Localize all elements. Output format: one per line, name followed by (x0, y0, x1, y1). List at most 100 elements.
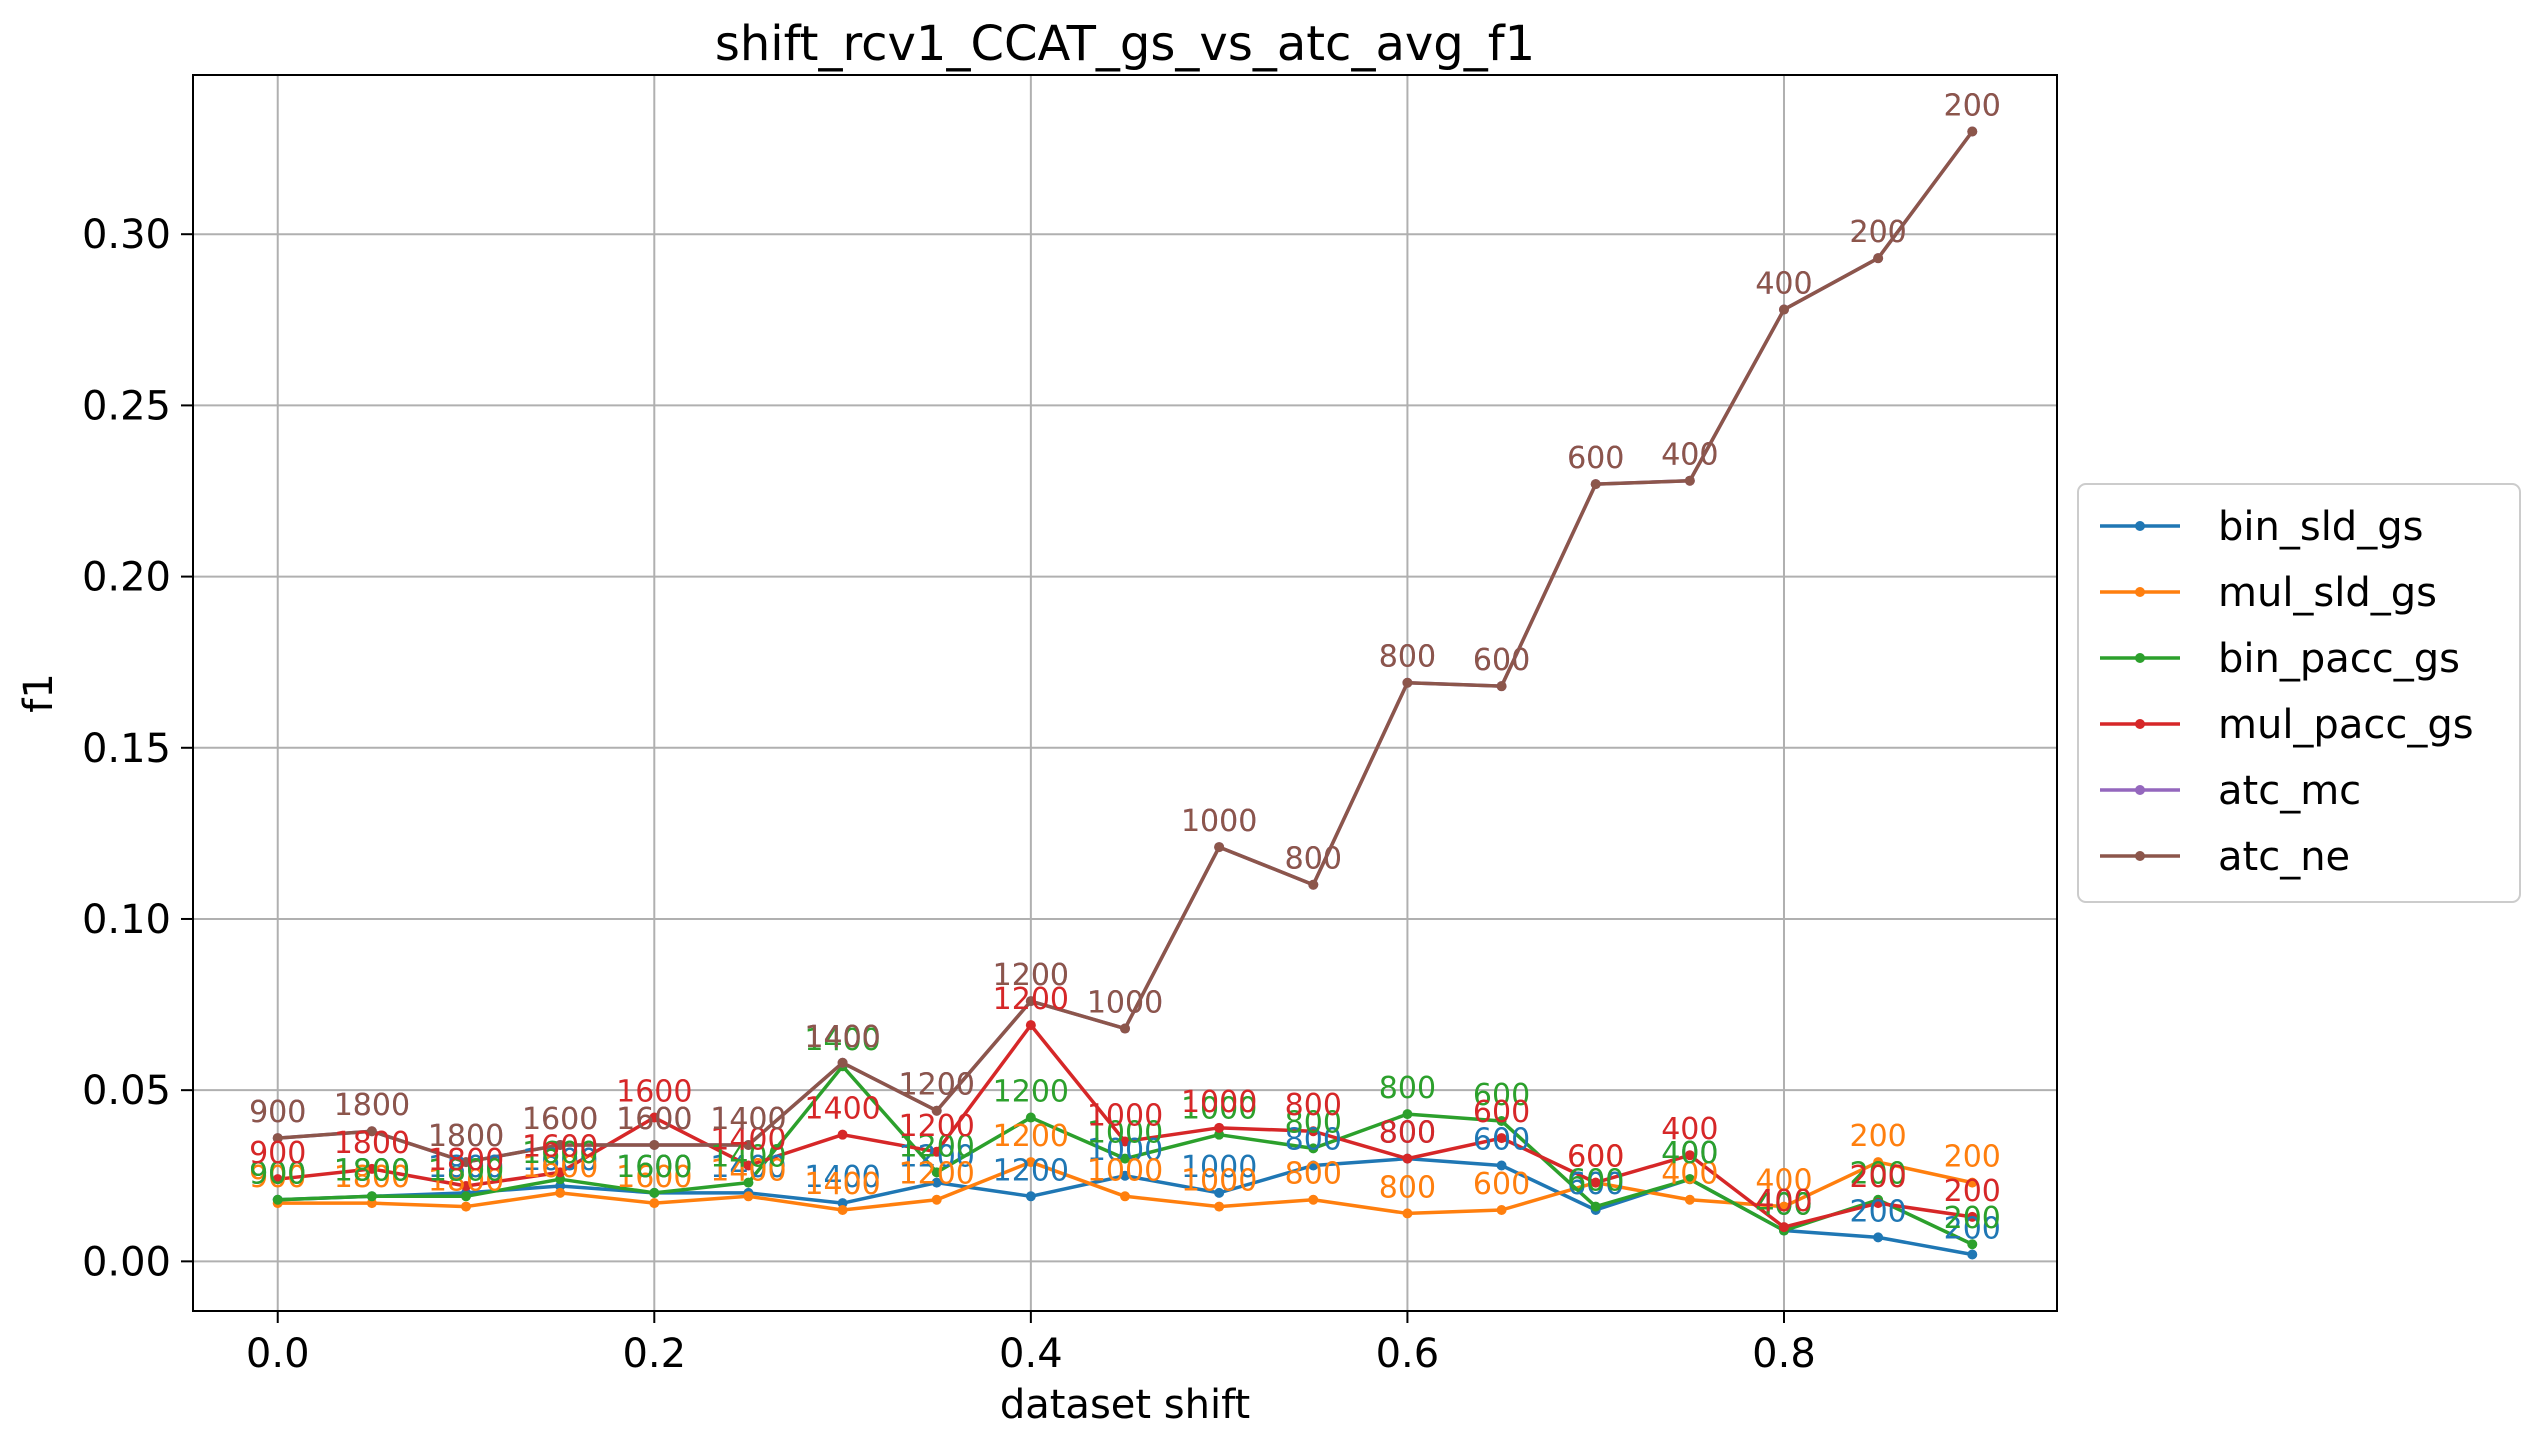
data-point-bin_pacc_gs (743, 1177, 754, 1188)
point-label-bin_sld_gs: 800 (1379, 1116, 1436, 1151)
y-tick-label: 0.20 (82, 555, 171, 601)
point-label-mul_pacc_gs: 1400 (710, 1122, 786, 1157)
data-point-mul_pacc_gs (1025, 1020, 1036, 1031)
point-label-bin_sld_gs: 400 (1661, 1136, 1718, 1171)
point-label-mul_sld_gs: 1200 (993, 1119, 1069, 1154)
point-label-bin_pacc_gs: 800 (1379, 1071, 1436, 1106)
data-point-mul_sld_gs (461, 1201, 472, 1212)
data-point-atc_ne (1402, 677, 1413, 688)
legend-swatch-marker (2135, 785, 2145, 795)
data-point-bin_pacc_gs (1025, 1112, 1036, 1123)
legend-swatch-marker (2135, 851, 2145, 861)
data-point-mul_sld_gs (1308, 1194, 1319, 1205)
point-label-bin_sld_gs: 200 (1849, 1194, 1906, 1229)
data-point-atc_ne (555, 1139, 566, 1150)
data-point-mul_sld_gs (1025, 1157, 1036, 1168)
point-label-bin_sld_gs: 900 (249, 1157, 306, 1192)
data-point-mul_sld_gs (1967, 1177, 1978, 1188)
data-point-bin_sld_gs (1496, 1160, 1507, 1171)
data-point-bin_pacc_gs (931, 1167, 942, 1178)
data-point-bin_pacc_gs (1684, 1174, 1695, 1185)
point-label-atc_mc: 1400 (710, 1102, 786, 1137)
legend-item-mul_pacc_gs: mul_pacc_gs (2100, 702, 2474, 748)
point-label-mul_pacc_gs: 1000 (1087, 1099, 1163, 1134)
point-label-bin_pacc_gs: 900 (249, 1157, 306, 1192)
data-point-mul_sld_gs (1496, 1204, 1507, 1215)
y-tick-label: 0.15 (82, 726, 171, 772)
data-point-bin_pacc_gs (1402, 1109, 1413, 1120)
data-point-mul_pacc_gs (1967, 1211, 1978, 1222)
point-label-atc_mc: 1000 (1181, 804, 1257, 839)
point-label-atc_mc: 600 (1567, 441, 1624, 476)
legend-label: mul_pacc_gs (2218, 702, 2474, 748)
data-point-atc_ne (837, 1057, 848, 1068)
legend-item-atc_mc: atc_mc (2100, 768, 2361, 814)
point-label-atc_ne: 400 (1661, 438, 1718, 473)
point-label-atc_mc: 1400 (804, 1020, 880, 1055)
point-label-mul_pacc_gs: 800 (1379, 1116, 1436, 1151)
point-label-bin_sld_gs: 400 (1755, 1188, 1812, 1223)
data-point-mul_sld_gs (837, 1204, 848, 1215)
data-point-atc_ne (931, 1105, 942, 1116)
data-point-mul_pacc_gs (743, 1160, 754, 1171)
point-label-mul_pacc_gs: 1600 (616, 1075, 692, 1110)
point-label-mul_pacc_gs: 1200 (993, 982, 1069, 1017)
x-tick-label: 0.6 (1376, 1331, 1440, 1377)
point-label-mul_sld_gs: 1400 (804, 1167, 880, 1202)
data-point-mul_sld_gs (931, 1194, 942, 1205)
data-point-bin_pacc_gs (1967, 1239, 1978, 1250)
legend-swatch-marker (2135, 521, 2145, 531)
point-label-mul_sld_gs: 1400 (710, 1153, 786, 1188)
point-label-bin_pacc_gs: 1200 (993, 1075, 1069, 1110)
point-label-atc_ne: 1200 (899, 1068, 975, 1103)
y-tick-label: 0.30 (82, 212, 171, 258)
grid-lines (193, 75, 2057, 1311)
point-label-bin_sld_gs: 1600 (522, 1143, 598, 1178)
legend-label: bin_sld_gs (2218, 504, 2423, 550)
data-point-mul_sld_gs (1402, 1208, 1413, 1219)
point-label-bin_sld_gs: 1200 (899, 1140, 975, 1175)
data-point-mul_pacc_gs (837, 1129, 848, 1140)
data-point-mul_sld_gs (555, 1187, 566, 1198)
data-point-atc_ne (1214, 842, 1225, 853)
legend-label: atc_mc (2218, 768, 2361, 814)
data-point-bin_sld_gs (1308, 1160, 1319, 1171)
data-point-bin_sld_gs (1025, 1191, 1036, 1202)
data-point-mul_pacc_gs (1873, 1198, 1884, 1209)
point-label-mul_pacc_gs: 900 (249, 1136, 306, 1171)
data-point-bin_sld_gs (555, 1181, 566, 1192)
data-point-bin_pacc_gs (1308, 1143, 1319, 1154)
data-point-atc_ne (649, 1139, 660, 1150)
data-point-atc_ne (1967, 126, 1978, 137)
axis-ticks: 0.0 0.2 0.4 0.6 0.8 0.00 0.05 0.10 0.15 0.20 0.25 0… (82, 212, 1816, 1377)
point-label-mul_sld_gs: 200 (1944, 1140, 2001, 1175)
point-label-mul_pacc_gs: 200 (1944, 1174, 2001, 1209)
data-point-atc_ne (1873, 253, 1884, 264)
legend-swatch-marker (2135, 653, 2145, 663)
point-label-bin_sld_gs: 1000 (1087, 1133, 1163, 1168)
point-label-bin_sld_gs: 600 (1473, 1122, 1530, 1157)
legend-item-bin_pacc_gs: bin_pacc_gs (2100, 636, 2460, 682)
point-label-mul_sld_gs: 200 (1849, 1119, 1906, 1154)
point-label-mul_pacc_gs: 200 (1849, 1160, 1906, 1195)
point-label-atc_mc: 400 (1755, 267, 1812, 302)
data-point-atc_ne (1778, 304, 1789, 315)
data-point-atc_ne (272, 1133, 283, 1144)
data-point-bin_pacc_gs (1120, 1153, 1130, 1164)
data-point-atc_ne (1120, 1023, 1130, 1034)
point-label-mul_sld_gs: 400 (1755, 1164, 1812, 1199)
data-point-mul_pacc_gs (931, 1146, 942, 1157)
point-label-bin_pacc_gs: 1000 (1181, 1092, 1257, 1127)
point-label-mul_sld_gs: 1800 (334, 1160, 410, 1195)
data-point-mul_pacc_gs (272, 1174, 283, 1185)
point-label-atc_ne: 200 (1944, 88, 2001, 123)
data-point-mul_sld_gs (1120, 1191, 1130, 1202)
point-label-atc_mc: 1600 (522, 1102, 598, 1137)
point-label-atc_ne: 400 (1755, 267, 1812, 302)
point-label-mul_pacc_gs: 800 (1285, 1088, 1342, 1123)
point-label-atc_ne: 1400 (710, 1102, 786, 1137)
point-label-atc_mc: 1600 (616, 1102, 692, 1137)
series-layer (272, 126, 1978, 1260)
data-point-mul_pacc_gs (1590, 1177, 1601, 1188)
